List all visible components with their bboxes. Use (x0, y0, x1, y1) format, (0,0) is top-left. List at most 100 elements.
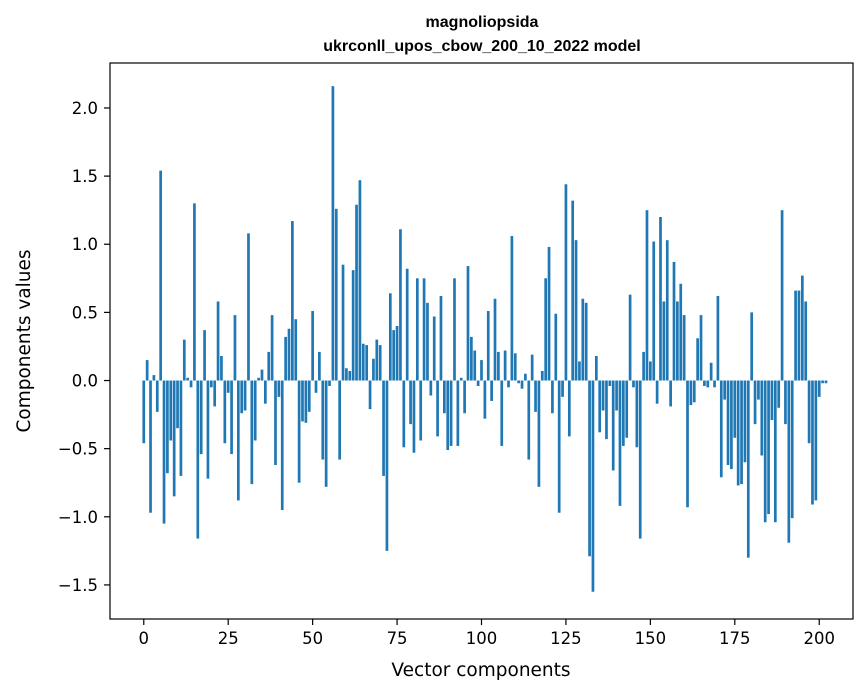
bar-196 (804, 301, 808, 381)
bar-170 (716, 296, 720, 381)
bar-157 (672, 261, 676, 381)
bar-148 (642, 351, 645, 381)
bar-163 (692, 380, 696, 403)
bar-20 (209, 380, 213, 388)
bar-43 (287, 328, 291, 381)
y-tick-label-2: −0.5 (58, 440, 98, 459)
bar-95 (463, 380, 466, 414)
bar-130 (581, 298, 585, 381)
bar-11 (179, 380, 183, 476)
bar-146 (635, 380, 639, 448)
bars-layer (142, 86, 828, 592)
bar-6 (162, 380, 166, 524)
bar-127 (571, 200, 575, 381)
y-tick-label-3: 0.0 (72, 372, 98, 391)
bar-179 (746, 380, 750, 558)
plot-frame (109, 62, 854, 620)
bar-162 (689, 380, 693, 406)
bar-5 (159, 170, 163, 381)
bar-39 (274, 380, 277, 466)
bar-53 (321, 380, 325, 460)
bar-151 (652, 241, 656, 381)
bar-66 (365, 345, 369, 381)
bar-55 (328, 380, 331, 386)
bar-18 (203, 330, 206, 381)
bar-64 (358, 180, 362, 381)
bar-33 (253, 380, 257, 441)
bar-107 (503, 350, 507, 381)
bar-3 (152, 375, 156, 381)
bar-192 (790, 380, 794, 519)
bar-125 (564, 184, 568, 381)
bar-155 (665, 240, 669, 381)
bar-111 (517, 380, 520, 384)
bar-63 (355, 204, 358, 381)
bar-115 (530, 354, 534, 381)
bar-174 (730, 380, 733, 470)
bar-44 (291, 221, 294, 381)
bar-75 (395, 326, 399, 381)
x-tick-label-25: 25 (218, 629, 239, 648)
bar-74 (392, 330, 396, 381)
bar-149 (645, 210, 649, 381)
bar-168 (709, 362, 713, 381)
bar-60 (345, 368, 348, 381)
bar-12 (182, 339, 186, 381)
bar-191 (787, 380, 791, 543)
bar-181 (753, 380, 757, 425)
x-tick-label-75: 75 (387, 629, 408, 648)
bar-99 (476, 380, 480, 386)
bar-92 (453, 278, 456, 381)
bar-82 (419, 380, 423, 441)
bar-106 (500, 380, 504, 446)
bar-128 (574, 240, 578, 381)
bar-136 (601, 380, 605, 411)
bar-190 (784, 380, 787, 425)
y-tick-label-5: 1.0 (72, 235, 98, 254)
bar-161 (686, 380, 689, 508)
bar-25 (226, 380, 230, 393)
bar-48 (304, 380, 308, 423)
bar-119 (544, 278, 548, 381)
y-tick-label-7: 2.0 (72, 99, 98, 118)
bar-88 (439, 296, 443, 381)
bar-77 (402, 380, 406, 448)
bar-150 (649, 361, 652, 381)
bar-138 (608, 380, 612, 386)
y-tick-label-6: 1.5 (72, 167, 98, 186)
bar-156 (669, 380, 672, 407)
bar-100 (480, 360, 483, 381)
bar-45 (294, 319, 298, 381)
bar-133 (591, 380, 595, 592)
bar-98 (473, 350, 477, 381)
x-tick-label-100: 100 (466, 629, 498, 648)
bar-114 (527, 380, 531, 460)
bar-153 (659, 216, 662, 381)
x-axis-ticks: 0 25 50 75 100 125 150 175 200 (139, 619, 835, 648)
bar-35 (260, 369, 264, 381)
bar-131 (584, 302, 588, 381)
bar-41 (280, 380, 284, 510)
bar-167 (706, 380, 710, 388)
bar-51 (314, 380, 318, 393)
x-tick-label-50: 50 (302, 629, 323, 648)
bar-31 (247, 233, 250, 381)
bar-177 (740, 380, 743, 485)
bar-121 (551, 380, 554, 414)
bar-141 (618, 380, 622, 506)
bar-72 (385, 380, 389, 551)
bar-1 (145, 360, 149, 381)
bar-187 (773, 380, 777, 523)
bar-90 (446, 380, 450, 451)
bar-201 (821, 380, 824, 384)
bar-61 (348, 370, 352, 381)
bar-22 (216, 301, 220, 381)
bar-13 (186, 377, 190, 381)
bar-81 (415, 278, 419, 381)
bar-2 (149, 380, 152, 513)
bar-73 (388, 293, 392, 381)
bar-143 (625, 380, 629, 438)
bar-112 (520, 380, 524, 389)
bar-171 (719, 380, 723, 478)
bar-0 (142, 380, 146, 444)
